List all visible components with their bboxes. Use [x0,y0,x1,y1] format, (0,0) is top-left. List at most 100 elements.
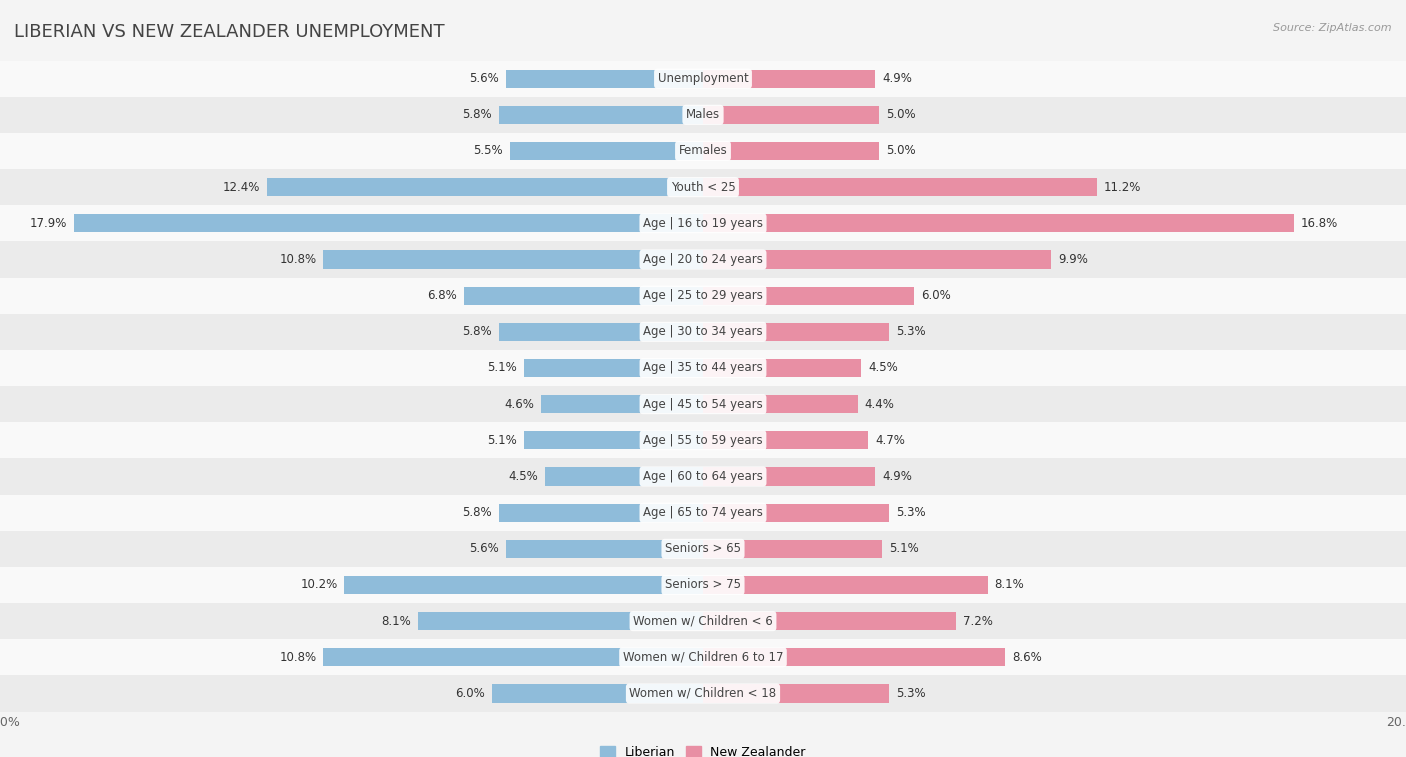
Bar [703,214,1294,232]
Text: Seniors > 65: Seniors > 65 [665,542,741,556]
Bar [464,287,703,305]
Text: 5.0%: 5.0% [886,108,915,121]
Bar [75,214,703,232]
Text: 4.5%: 4.5% [508,470,537,483]
Text: Age | 35 to 44 years: Age | 35 to 44 years [643,362,763,375]
Text: 5.1%: 5.1% [486,434,517,447]
Bar [0,567,1406,603]
Bar [703,684,889,702]
Text: 6.0%: 6.0% [921,289,950,302]
Bar [541,395,703,413]
Bar [499,322,703,341]
Bar [0,97,1406,133]
Bar [492,684,703,702]
Bar [419,612,703,630]
Bar [506,540,703,558]
Bar [703,322,889,341]
Text: Age | 25 to 29 years: Age | 25 to 29 years [643,289,763,302]
Text: 5.5%: 5.5% [472,145,503,157]
Bar [0,350,1406,386]
Text: 5.3%: 5.3% [897,326,927,338]
Text: Age | 60 to 64 years: Age | 60 to 64 years [643,470,763,483]
Text: 10.8%: 10.8% [280,651,316,664]
Bar [0,61,1406,97]
Bar [703,251,1052,269]
Text: 5.1%: 5.1% [889,542,920,556]
Text: Youth < 25: Youth < 25 [671,181,735,194]
Text: Females: Females [679,145,727,157]
Text: Age | 16 to 19 years: Age | 16 to 19 years [643,217,763,230]
Bar [0,313,1406,350]
Text: 5.8%: 5.8% [463,326,492,338]
Text: 6.8%: 6.8% [427,289,457,302]
Text: 5.8%: 5.8% [463,506,492,519]
Bar [703,70,875,88]
Text: LIBERIAN VS NEW ZEALANDER UNEMPLOYMENT: LIBERIAN VS NEW ZEALANDER UNEMPLOYMENT [14,23,444,41]
Text: 5.6%: 5.6% [470,72,499,85]
Bar [703,287,914,305]
Bar [0,241,1406,278]
Bar [703,395,858,413]
Bar [0,205,1406,241]
Bar [0,422,1406,459]
Text: Women w/ Children < 18: Women w/ Children < 18 [630,687,776,700]
Text: 11.2%: 11.2% [1104,181,1142,194]
Text: Age | 55 to 59 years: Age | 55 to 59 years [643,434,763,447]
Text: 6.0%: 6.0% [456,687,485,700]
Bar [703,576,987,594]
Text: 5.3%: 5.3% [897,687,927,700]
Bar [703,178,1097,196]
Text: 8.1%: 8.1% [994,578,1025,591]
Text: 4.9%: 4.9% [883,470,912,483]
Text: 5.3%: 5.3% [897,506,927,519]
Bar [703,142,879,160]
Bar [0,494,1406,531]
Text: 5.0%: 5.0% [886,145,915,157]
Text: 8.1%: 8.1% [381,615,412,628]
Bar [703,468,875,485]
Bar [0,531,1406,567]
Text: Seniors > 75: Seniors > 75 [665,578,741,591]
Bar [0,639,1406,675]
Text: 4.6%: 4.6% [505,397,534,410]
Text: 10.2%: 10.2% [301,578,337,591]
Bar [0,133,1406,169]
Bar [344,576,703,594]
Bar [703,431,869,450]
Text: Age | 30 to 34 years: Age | 30 to 34 years [643,326,763,338]
Text: 5.1%: 5.1% [486,362,517,375]
Text: Age | 20 to 24 years: Age | 20 to 24 years [643,253,763,266]
Text: 4.4%: 4.4% [865,397,894,410]
Legend: Liberian, New Zealander: Liberian, New Zealander [595,741,811,757]
Bar [323,648,703,666]
Text: 16.8%: 16.8% [1301,217,1337,230]
Text: Age | 65 to 74 years: Age | 65 to 74 years [643,506,763,519]
Text: 4.9%: 4.9% [883,72,912,85]
Bar [703,106,879,124]
Text: 12.4%: 12.4% [222,181,260,194]
Bar [499,503,703,522]
Bar [546,468,703,485]
Text: Women w/ Children < 6: Women w/ Children < 6 [633,615,773,628]
Text: 5.8%: 5.8% [463,108,492,121]
Bar [0,278,1406,313]
Text: Unemployment: Unemployment [658,72,748,85]
Bar [499,106,703,124]
Text: 4.7%: 4.7% [875,434,905,447]
Bar [0,603,1406,639]
Text: 4.5%: 4.5% [869,362,898,375]
Bar [0,459,1406,494]
Bar [0,169,1406,205]
Text: 5.6%: 5.6% [470,542,499,556]
Bar [524,431,703,450]
Bar [510,142,703,160]
Text: 7.2%: 7.2% [963,615,993,628]
Bar [0,386,1406,422]
Bar [267,178,703,196]
Text: 9.9%: 9.9% [1057,253,1088,266]
Text: Women w/ Children 6 to 17: Women w/ Children 6 to 17 [623,651,783,664]
Bar [703,359,860,377]
Bar [703,540,883,558]
Bar [323,251,703,269]
Bar [0,675,1406,712]
